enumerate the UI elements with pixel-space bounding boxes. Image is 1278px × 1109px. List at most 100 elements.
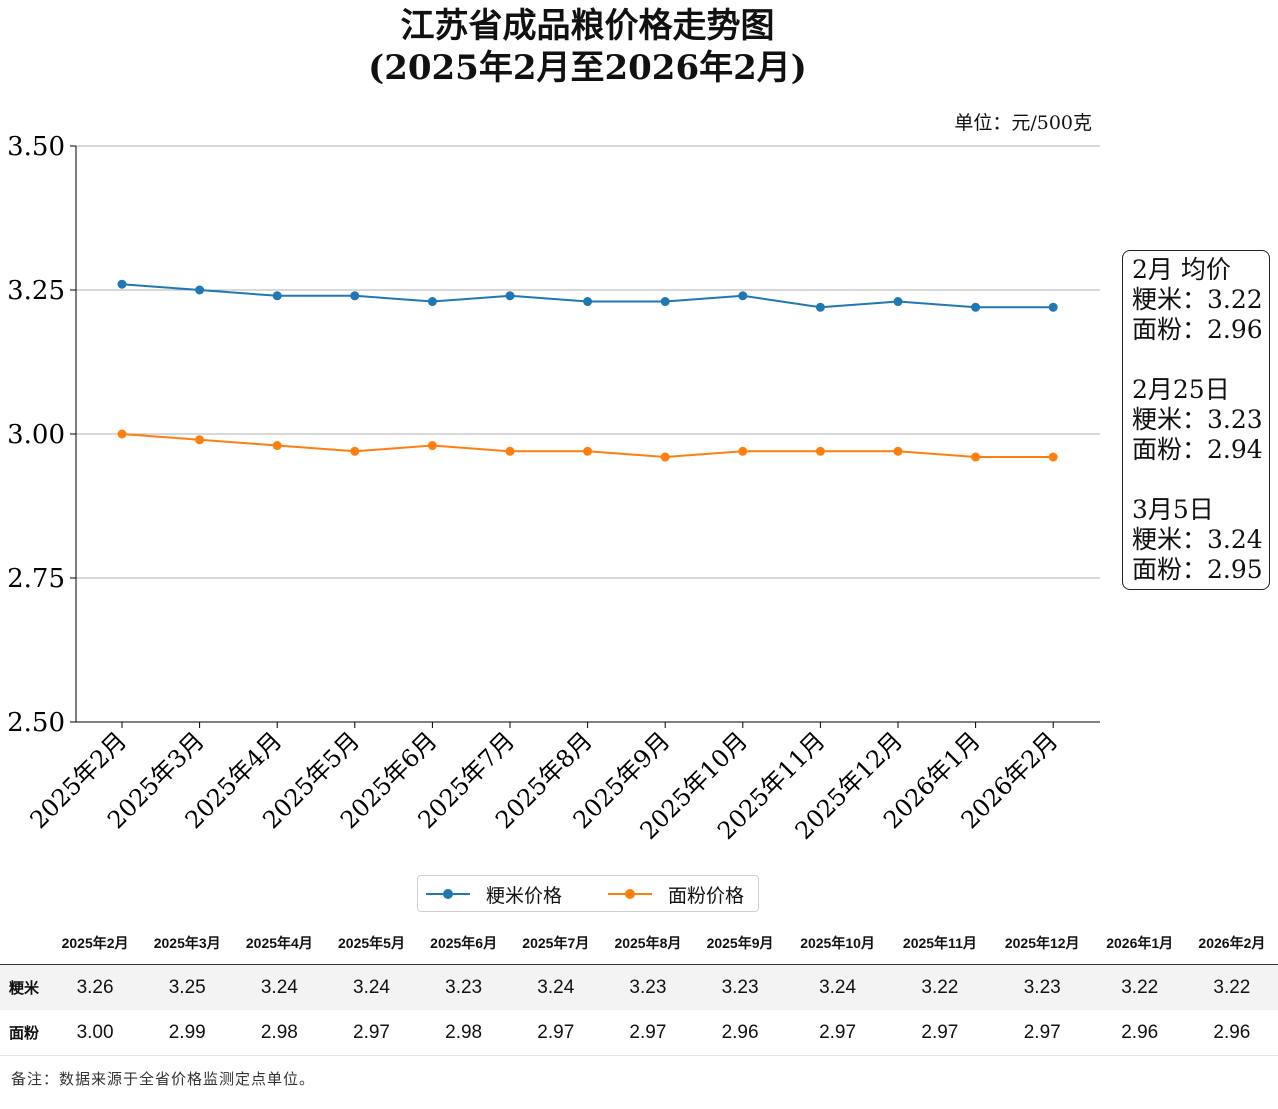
table-header: 2025年3月 xyxy=(141,922,234,965)
data-point-rice xyxy=(272,291,282,301)
y-tick-label: 2.50 xyxy=(7,708,65,738)
data-point-rice xyxy=(427,297,437,307)
table-header: 2025年7月 xyxy=(509,922,602,965)
info-title: 2月25日 xyxy=(1132,375,1230,404)
table-cell: 2.96 xyxy=(1093,1010,1186,1056)
table-cell: 2.97 xyxy=(509,1010,602,1056)
row-label: 粳米 xyxy=(0,964,49,1010)
chart-legend: 粳米价格 面粉价格 xyxy=(417,875,759,912)
info-rice: 粳米：3.24 xyxy=(1132,525,1263,554)
info-group-mar5: 3月5日 粳米：3.24 面粉：2.95 xyxy=(1132,495,1269,585)
data-point-flour xyxy=(117,429,127,439)
data-point-rice xyxy=(195,285,205,295)
data-point-flour xyxy=(505,446,515,456)
table-cell: 3.23 xyxy=(990,964,1094,1010)
price-info-box: 2月 均价 粳米：3.22 面粉：2.96 2月25日 粳米：3.23 面粉：2… xyxy=(1122,250,1270,590)
table-cell: 3.23 xyxy=(693,964,787,1010)
table-cell: 2.97 xyxy=(888,1010,991,1056)
table-cell: 3.24 xyxy=(509,964,602,1010)
table-cell: 3.24 xyxy=(233,964,326,1010)
info-group-feb-avg: 2月 均价 粳米：3.22 面粉：2.96 xyxy=(1132,255,1269,345)
table-header: 2026年1月 xyxy=(1093,922,1186,965)
info-flour: 面粉：2.94 xyxy=(1132,435,1263,464)
legend-item-flour: 面粉价格 xyxy=(608,876,744,912)
info-title: 3月5日 xyxy=(1132,495,1214,524)
price-data-table: 2025年2月 2025年3月 2025年4月 2025年5月 2025年6月 … xyxy=(0,922,1278,1056)
legend-label-rice: 粳米价格 xyxy=(486,884,563,907)
data-point-flour xyxy=(350,446,360,456)
table-cell: 3.00 xyxy=(49,1010,142,1056)
y-tick-label: 3.25 xyxy=(7,276,65,306)
table-cell: 3.23 xyxy=(417,964,510,1010)
table-cell: 3.25 xyxy=(141,964,234,1010)
table-cell: 2.97 xyxy=(325,1010,418,1056)
unit-label: 单位：元/500克 xyxy=(954,112,1092,134)
table-cell: 2.97 xyxy=(990,1010,1094,1056)
data-point-rice xyxy=(971,302,981,312)
info-flour: 面粉：2.96 xyxy=(1132,315,1263,344)
y-tick-label: 3.00 xyxy=(7,420,65,450)
table-header-row: 2025年2月 2025年3月 2025年4月 2025年5月 2025年6月 … xyxy=(0,922,1278,965)
data-point-flour xyxy=(660,452,670,462)
data-point-flour xyxy=(893,446,903,456)
info-rice: 粳米：3.23 xyxy=(1132,405,1263,434)
data-point-flour xyxy=(971,452,981,462)
data-point-rice xyxy=(1048,302,1058,312)
table-header: 2025年11月 xyxy=(888,922,991,965)
legend-swatch-flour xyxy=(608,887,652,901)
data-point-rice xyxy=(893,297,903,307)
data-point-flour xyxy=(195,435,205,445)
table-cell: 3.26 xyxy=(49,964,142,1010)
table-row-rice: 粳米 3.26 3.25 3.24 3.24 3.23 3.24 3.23 3.… xyxy=(0,964,1278,1010)
legend-label-flour: 面粉价格 xyxy=(668,884,745,907)
info-title: 2月 均价 xyxy=(1132,255,1231,284)
table-cell: 3.22 xyxy=(1185,964,1278,1010)
data-point-rice xyxy=(117,279,127,289)
table-cell: 3.24 xyxy=(325,964,418,1010)
table-header: 2025年12月 xyxy=(990,922,1094,965)
info-rice: 粳米：3.22 xyxy=(1132,285,1263,314)
data-point-flour xyxy=(1048,452,1058,462)
table-cell: 3.22 xyxy=(1093,964,1186,1010)
data-point-rice xyxy=(583,297,593,307)
data-point-flour xyxy=(738,446,748,456)
table-cell: 2.97 xyxy=(786,1010,889,1056)
legend-item-rice: 粳米价格 xyxy=(426,876,562,912)
chart-title: 江苏省成品粮价格走势图 xyxy=(400,6,775,46)
table-cell: 2.97 xyxy=(601,1010,694,1056)
table-header: 2026年2月 xyxy=(1185,922,1278,965)
table-header: 2025年6月 xyxy=(417,922,510,965)
data-point-flour xyxy=(427,441,437,451)
data-point-rice xyxy=(815,302,825,312)
info-group-feb25: 2月25日 粳米：3.23 面粉：2.94 xyxy=(1132,375,1269,465)
table-cell: 2.98 xyxy=(233,1010,326,1056)
legend-swatch-rice xyxy=(426,887,470,901)
table-header: 2025年9月 xyxy=(693,922,787,965)
table-cell: 2.96 xyxy=(693,1010,787,1056)
table-header: 2025年5月 xyxy=(325,922,418,965)
data-point-flour xyxy=(815,446,825,456)
data-point-rice xyxy=(350,291,360,301)
data-point-flour xyxy=(583,446,593,456)
table-cell: 3.24 xyxy=(786,964,889,1010)
table-row-flour: 面粉 3.00 2.99 2.98 2.97 2.98 2.97 2.97 2.… xyxy=(0,1010,1278,1056)
data-point-rice xyxy=(505,291,515,301)
table-corner xyxy=(0,922,49,965)
data-point-flour xyxy=(272,441,282,451)
y-tick-label: 2.75 xyxy=(7,564,65,594)
table-cell: 2.96 xyxy=(1185,1010,1278,1056)
table-cell: 2.98 xyxy=(417,1010,510,1056)
footnote: 备注：数据来源于全省价格监测定点单位。 xyxy=(11,1070,316,1088)
table-header: 2025年4月 xyxy=(233,922,326,965)
table-cell: 3.22 xyxy=(888,964,991,1010)
data-point-rice xyxy=(660,297,670,307)
table-header: 2025年8月 xyxy=(601,922,694,965)
table-header: 2025年2月 xyxy=(49,922,142,965)
chart-subtitle: (2025年2月至2026年2月) xyxy=(368,48,807,88)
data-point-rice xyxy=(738,291,748,301)
info-flour: 面粉：2.95 xyxy=(1132,555,1263,584)
table-header: 2025年10月 xyxy=(786,922,889,965)
row-label: 面粉 xyxy=(0,1010,49,1056)
table-cell: 2.99 xyxy=(141,1010,234,1056)
y-tick-label: 3.50 xyxy=(7,132,65,162)
